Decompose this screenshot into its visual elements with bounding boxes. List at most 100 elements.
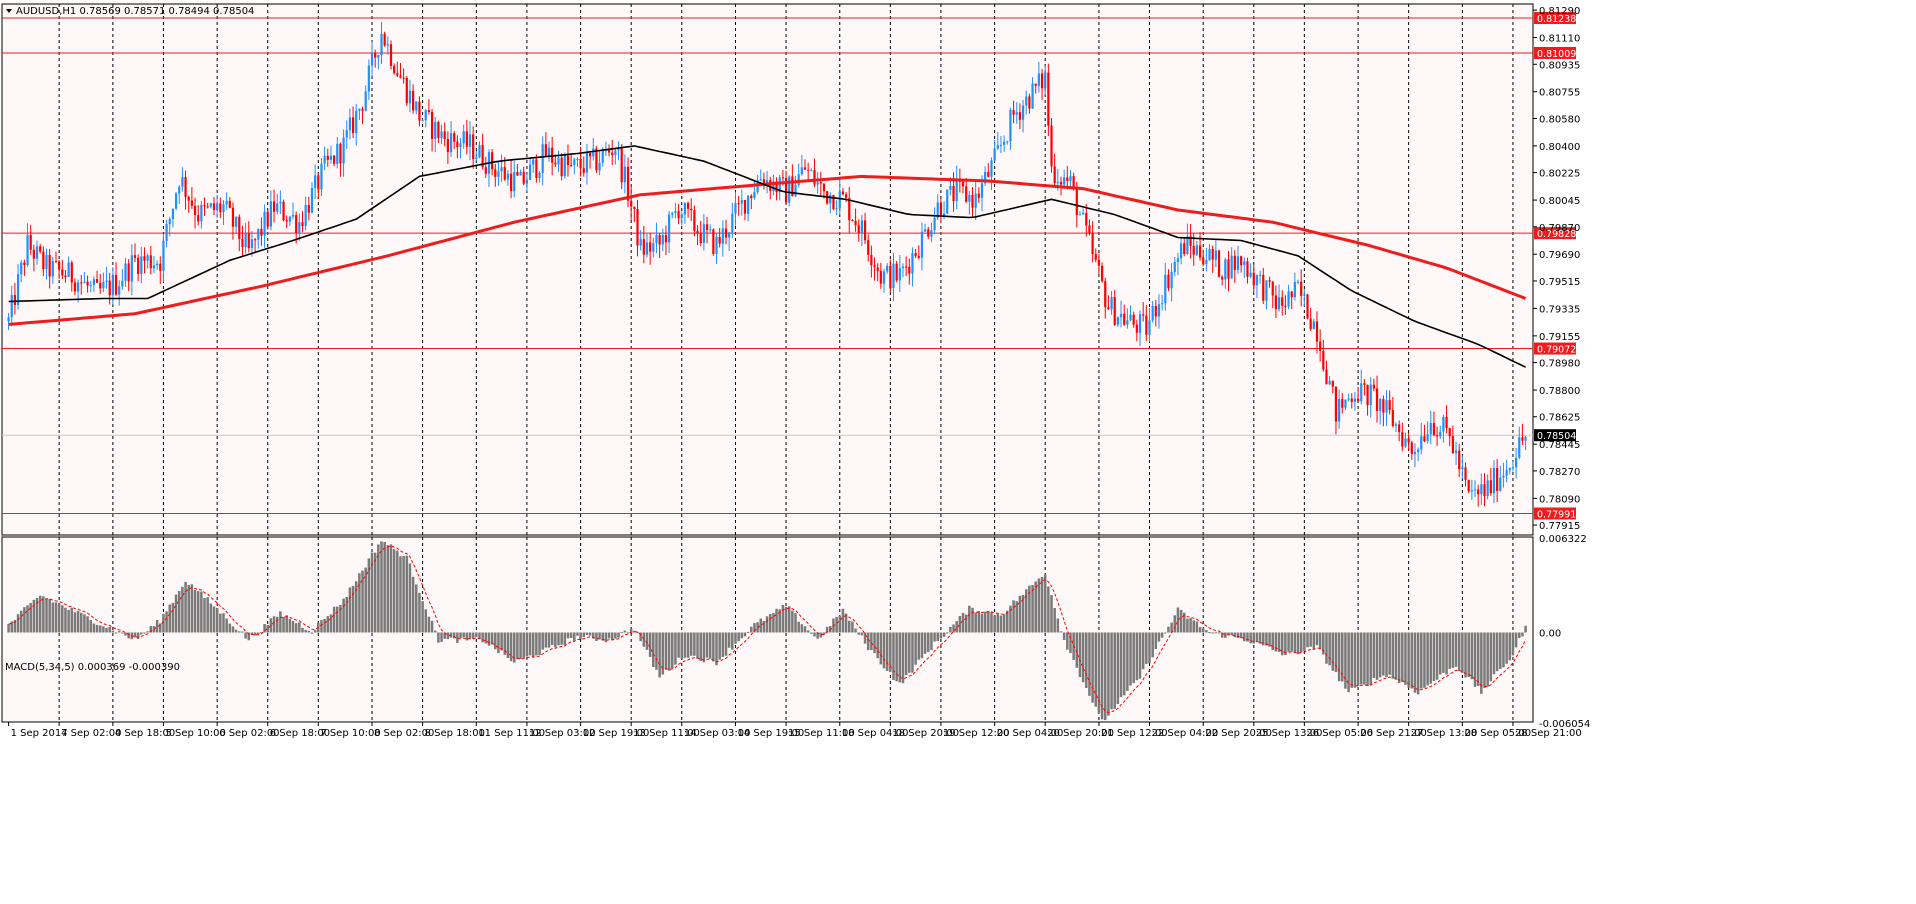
- macd-bar: [203, 598, 206, 633]
- macd-bar: [392, 549, 396, 633]
- chevron-down-icon[interactable]: [6, 9, 12, 13]
- candle-body: [1072, 176, 1075, 187]
- candle-body: [1398, 424, 1401, 433]
- candle-body: [971, 194, 974, 208]
- price-panel[interactable]: [1, 3, 1534, 536]
- macd-bar: [1119, 632, 1123, 697]
- macd-bar: [1255, 632, 1259, 642]
- macd-bar: [465, 632, 469, 641]
- candle-body: [980, 183, 984, 198]
- macd-bar: [1075, 632, 1079, 668]
- macd-bar: [648, 632, 652, 658]
- candle-body: [272, 201, 276, 212]
- time-tick-label: 12 Sep 03:00: [529, 728, 596, 739]
- macd-bar: [1031, 584, 1034, 633]
- candle-body: [1338, 399, 1341, 422]
- macd-bar: [1290, 632, 1293, 652]
- candle-body: [949, 185, 952, 190]
- candle-body: [1198, 245, 1202, 258]
- candle-body: [1135, 324, 1138, 333]
- candle-body: [497, 171, 500, 177]
- macd-bar: [908, 632, 911, 673]
- candle-body: [1205, 260, 1208, 265]
- candle-body: [1236, 256, 1240, 270]
- macd-bar: [866, 632, 870, 651]
- macd-bar: [174, 594, 178, 633]
- candle-body: [990, 160, 993, 177]
- candle-body: [920, 231, 924, 258]
- candle-body: [64, 275, 67, 277]
- macd-bar: [462, 632, 465, 638]
- macd-bar: [1404, 632, 1407, 685]
- candle-body: [323, 155, 326, 164]
- macd-bar: [206, 597, 209, 633]
- macd-bar: [1435, 632, 1439, 680]
- macd-bar: [822, 632, 826, 635]
- macd-bar: [95, 624, 99, 633]
- candle-body: [317, 175, 320, 190]
- macd-bar: [76, 610, 80, 633]
- candle-body: [61, 269, 64, 276]
- price-tick-label: 0.78625: [1539, 413, 1580, 424]
- candle-body: [1227, 259, 1230, 279]
- candle-body: [184, 177, 187, 197]
- macd-bar: [1132, 632, 1135, 684]
- candle-body: [92, 279, 96, 285]
- macd-bar: [889, 632, 892, 673]
- macd-bar: [1227, 632, 1230, 635]
- macd-bar: [1369, 632, 1372, 685]
- macd-bar: [882, 632, 886, 669]
- macd-bar: [554, 632, 557, 648]
- candle-body: [844, 194, 848, 198]
- candle-body: [1056, 181, 1059, 183]
- macd-bar: [519, 632, 522, 660]
- candle-body: [1097, 259, 1101, 266]
- candle-body: [1363, 383, 1366, 385]
- macd-bar: [418, 592, 421, 633]
- candle-body: [737, 203, 740, 205]
- candle-body: [1246, 261, 1249, 277]
- macd-bar: [1050, 595, 1053, 633]
- candle-body: [449, 133, 453, 153]
- candle-body: [1075, 186, 1078, 216]
- price-tick-label: 0.80580: [1539, 114, 1580, 125]
- macd-bar: [260, 632, 263, 634]
- candle-body: [674, 211, 677, 213]
- candle-body: [168, 218, 171, 225]
- macd-bar: [658, 632, 661, 678]
- candle-body: [1372, 384, 1375, 389]
- macd-bar: [1457, 632, 1461, 672]
- macd-bar: [939, 632, 943, 639]
- candle-body: [336, 143, 339, 164]
- macd-bar: [800, 624, 804, 633]
- candle-body: [1511, 467, 1515, 469]
- level-price-label: 0.81238: [1537, 14, 1576, 25]
- candle-body: [788, 176, 791, 203]
- candle-body: [655, 235, 658, 244]
- macd-bar: [253, 632, 257, 636]
- candle-body: [1293, 281, 1296, 298]
- candle-body: [197, 215, 200, 222]
- macd-bar: [1211, 632, 1214, 634]
- macd-bar: [1186, 618, 1189, 633]
- candle-body: [642, 239, 645, 255]
- candle-body: [1025, 96, 1028, 106]
- macd-bar: [440, 632, 443, 642]
- candle-body: [181, 177, 184, 187]
- candle-body: [1179, 243, 1183, 259]
- candle-body: [393, 65, 396, 74]
- candle-body: [914, 253, 917, 257]
- candle-body: [1315, 321, 1319, 342]
- macd-bar: [1378, 632, 1382, 678]
- candle-body: [1464, 467, 1467, 480]
- candle-body: [1334, 386, 1338, 422]
- time-tick-label: 25 Sep 13:00: [1256, 728, 1323, 739]
- candle-body: [645, 242, 649, 255]
- macd-bar: [1334, 632, 1338, 673]
- candle-body: [364, 91, 367, 111]
- candle-body: [661, 234, 664, 245]
- macd-bar: [655, 632, 658, 670]
- macd-bar: [32, 599, 36, 633]
- current-price-box: [1534, 429, 1576, 442]
